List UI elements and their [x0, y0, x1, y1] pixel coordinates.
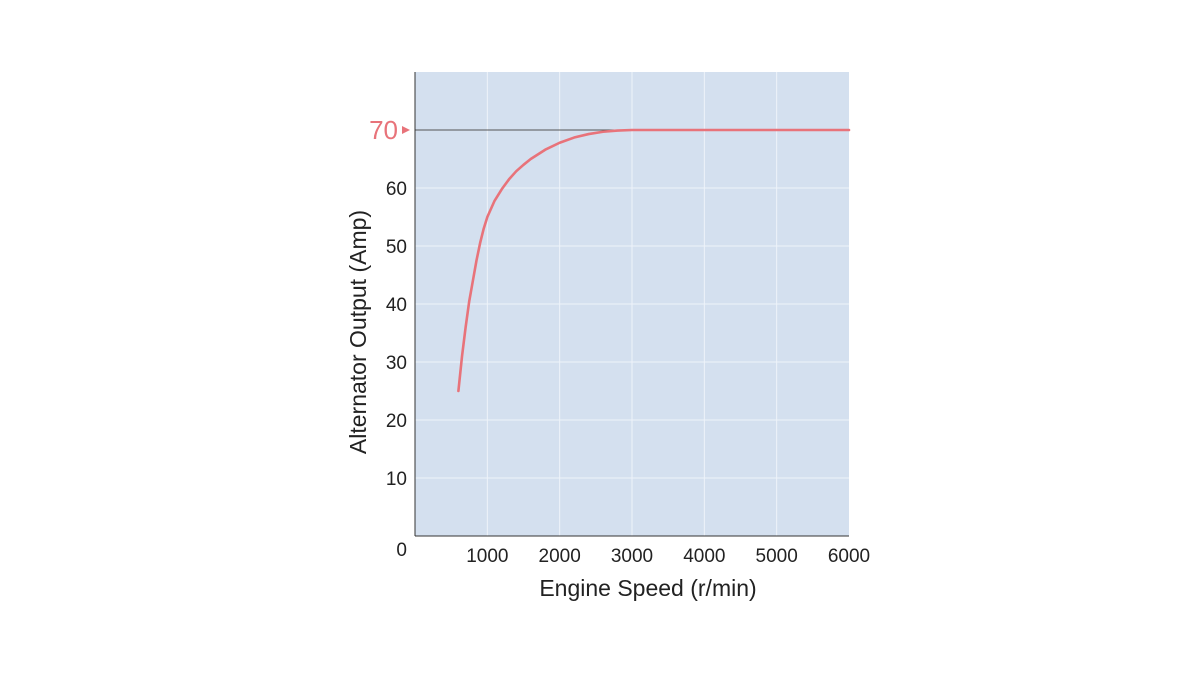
y-axis-title: Alternator Output (Amp) [345, 210, 371, 454]
x-tick-label: 1000 [466, 546, 508, 567]
grid [415, 72, 849, 536]
y-tick-label: 30 [386, 353, 407, 374]
y-tick-label: 60 [386, 179, 407, 200]
y-tick-label: 50 [386, 237, 407, 258]
x-tick-label: 4000 [683, 546, 725, 567]
highlight-arrow-icon [402, 126, 410, 134]
x-axis-title: Engine Speed (r/min) [539, 575, 756, 601]
series-line [457, 128, 851, 393]
x-tick-labels: 1000 2000 3000 4000 5000 6000 [466, 546, 870, 567]
y-tick-labels: 0 10 20 30 40 50 60 [386, 179, 407, 561]
y-tick-label: 40 [386, 295, 407, 316]
x-tick-label: 2000 [539, 546, 581, 567]
y-tick-label: 10 [386, 469, 407, 490]
x-tick-label: 3000 [611, 546, 653, 567]
x-tick-label: 6000 [828, 546, 870, 567]
y-tick-label: 0 [396, 540, 407, 561]
x-tick-label: 5000 [756, 546, 798, 567]
y-tick-label: 20 [386, 411, 407, 432]
highlight-label-70: 70 [369, 115, 398, 145]
